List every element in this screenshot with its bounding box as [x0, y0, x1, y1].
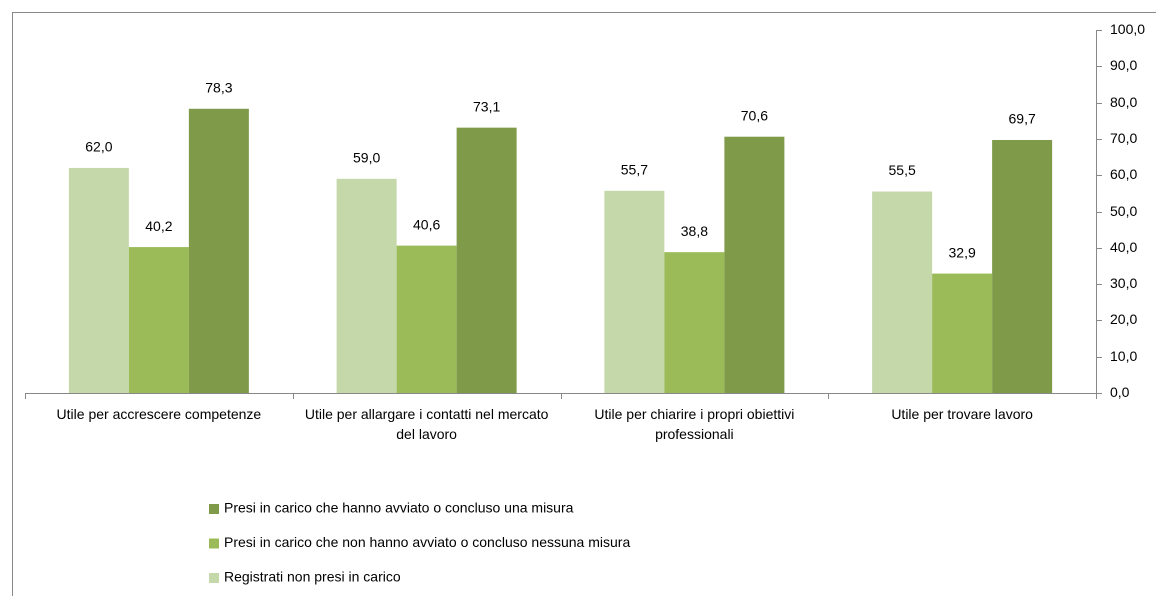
legend-label: Registrati non presi in carico: [224, 569, 401, 585]
legend-swatch: [209, 538, 219, 549]
legend-label: Presi in carico che non hanno avviato o …: [224, 534, 630, 550]
y-tick-label: 70,0: [1110, 130, 1137, 146]
bar: [992, 139, 1053, 393]
data-label: 32,9: [949, 244, 976, 260]
x-tick-label: Utile per accrescere competenze: [56, 406, 262, 422]
data-label: 62,0: [85, 139, 112, 155]
y-tick-label: 30,0: [1110, 275, 1137, 291]
y-tick-label: 80,0: [1110, 94, 1137, 110]
y-tick-label: 0,0: [1110, 384, 1130, 400]
bar: [188, 108, 249, 394]
legend-swatch: [209, 504, 219, 514]
data-label: 55,7: [621, 162, 648, 178]
bar: [724, 136, 785, 394]
data-label: 38,8: [681, 223, 708, 239]
data-label: 59,0: [353, 150, 380, 166]
bar: [68, 167, 129, 393]
x-tick-label: Utile per chiarire i propri obiettivi pr…: [594, 406, 795, 442]
y-tick-label: 20,0: [1110, 311, 1137, 327]
data-label: 40,6: [413, 216, 440, 232]
data-label: 55,5: [889, 162, 916, 178]
legend-label: Presi in carico che hanno avviato o conc…: [224, 500, 574, 516]
y-tick-label: 40,0: [1110, 239, 1137, 255]
y-tick-label: 10,0: [1110, 348, 1137, 364]
bar: [872, 191, 933, 393]
legend-swatch: [209, 573, 219, 583]
y-tick-label: 100,0: [1110, 21, 1145, 37]
data-label: 69,7: [1009, 111, 1036, 127]
bar: [664, 252, 725, 393]
bar: [932, 273, 993, 393]
x-tick-label: Utile per trovare lavoro: [891, 406, 1033, 422]
bar: [336, 178, 397, 393]
data-label: 70,6: [741, 107, 768, 123]
y-tick-label: 60,0: [1110, 166, 1137, 182]
x-tick-label: Utile per allargare i contatti nel merca…: [304, 406, 549, 442]
data-label: 78,3: [205, 79, 232, 95]
data-label: 73,1: [473, 98, 500, 114]
data-label: 40,2: [145, 218, 172, 234]
bar: [604, 190, 665, 393]
bar: [456, 127, 517, 393]
bar: [396, 245, 457, 393]
y-tick-label: 90,0: [1110, 57, 1137, 73]
y-tick-label: 50,0: [1110, 203, 1137, 219]
bar: [128, 247, 189, 393]
